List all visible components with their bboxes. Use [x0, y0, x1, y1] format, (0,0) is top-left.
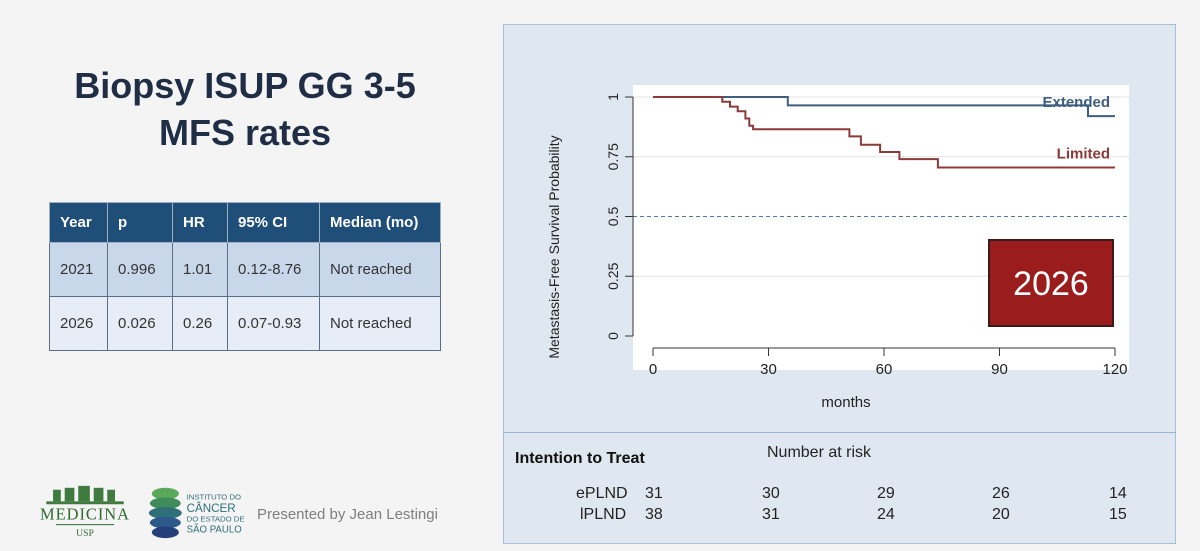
x-axis-label: months — [821, 394, 870, 411]
risk-value: 15 — [1109, 506, 1127, 523]
title-line-1: Biopsy ISUP GG 3-5 — [74, 65, 416, 106]
survival-curves — [653, 96, 1115, 169]
risk-value: 30 — [762, 485, 780, 502]
header-ci: 95% CI — [227, 202, 320, 243]
risk-table-title: Intention to Treat — [515, 450, 645, 467]
year-badge-text: 2026 — [1013, 265, 1089, 303]
risk-value: 38 — [645, 506, 663, 523]
header-p: p — [107, 202, 173, 243]
risk-value: 31 — [645, 485, 663, 502]
icesp-line-4: SÃO PAULO — [187, 524, 243, 535]
x-tick-label: 0 — [649, 361, 657, 378]
risk-value: 24 — [877, 506, 895, 523]
cell-year: 2021 — [49, 242, 108, 297]
cell-median: Not reached — [319, 296, 441, 351]
presented-by: Presented by Jean Lestingi — [257, 506, 438, 523]
icesp-line-2: CÂNCER — [187, 502, 236, 515]
risk-label-eplnd: ePLND — [576, 485, 628, 502]
title-line-2: MFS rates — [158, 112, 332, 153]
cell-ci: 0.12-8.76 — [227, 242, 320, 297]
cell-hr: 1.01 — [172, 242, 228, 297]
y-axis: 0 0.25 0.5 0.75 1 — [605, 93, 634, 340]
y-tick-label: 1 — [605, 93, 621, 101]
header-year: Year — [49, 202, 108, 243]
usp-text: USP — [76, 528, 94, 539]
y-tick-label: 0.5 — [605, 207, 621, 227]
cell-p: 0.996 — [107, 242, 173, 297]
y-axis-label: Metastasis-Free Survival Probability — [546, 135, 562, 358]
table-row: 2026 0.026 0.26 0.07-0.93 Not reached — [49, 296, 441, 351]
icesp-line-3: DO ESTADO DE — [187, 515, 245, 524]
icesp-logo: INSTITUTO DO CÂNCER DO ESTADO DE SÃO PAU… — [148, 487, 245, 539]
cell-p: 0.026 — [107, 296, 173, 351]
risk-value: 14 — [1109, 485, 1127, 502]
x-tick-label: 60 — [876, 361, 893, 378]
header-median: Median (mo) — [319, 202, 441, 243]
risk-label-lplnd: lPLND — [580, 506, 627, 523]
risk-value: 29 — [877, 485, 895, 502]
mfs-table: Year p HR 95% CI Median (mo) 2021 0.996 … — [49, 202, 441, 351]
cell-hr: 0.26 — [172, 296, 228, 351]
risk-table-header: Number at risk — [767, 444, 872, 461]
series-line-limited — [653, 96, 1115, 169]
y-tick-label: 0.25 — [605, 262, 621, 289]
icesp-line-1: INSTITUTO DO — [187, 492, 241, 501]
risk-value: 26 — [992, 485, 1010, 502]
series-label-extended: Extended — [1042, 94, 1110, 111]
year-badge: 2026 — [988, 239, 1114, 327]
km-chart: 0 0.25 0.5 0.75 1 0 30 60 90 120 Extended Limited… — [546, 85, 1129, 411]
risk-value: 20 — [992, 506, 1010, 523]
table-header-row: Year p HR 95% CI Median (mo) — [49, 202, 441, 243]
cell-ci: 0.07-0.93 — [227, 296, 320, 351]
header-hr: HR — [172, 202, 228, 243]
x-tick-label: 30 — [760, 361, 777, 378]
x-axis: 0 30 60 90 120 — [649, 347, 1128, 378]
series-labels: Extended Limited — [1042, 94, 1110, 162]
y-tick-label: 0.75 — [605, 143, 621, 170]
plot-area — [633, 85, 1129, 370]
cell-median: Not reached — [319, 242, 441, 297]
series-line-extended — [653, 96, 1115, 118]
logos: MEDICINA USP INSTITUTO DO CÂNCER DO ESTA… — [40, 485, 245, 539]
slide-title: Biopsy ISUP GG 3-5 MFS rates — [40, 62, 450, 156]
panel-divider — [503, 432, 1176, 433]
y-tick-label: 0 — [605, 332, 621, 340]
medicina-logo: MEDICINA USP — [40, 485, 130, 539]
table-row: 2021 0.996 1.01 0.12-8.76 Not reached — [49, 242, 441, 297]
cell-year: 2026 — [49, 296, 108, 351]
year-badge-box — [988, 239, 1114, 327]
medicina-text: MEDICINA — [40, 505, 130, 524]
series-label-limited: Limited — [1057, 146, 1110, 163]
x-tick-label: 90 — [991, 361, 1008, 378]
risk-value: 31 — [762, 506, 780, 523]
x-tick-label: 120 — [1102, 361, 1127, 378]
